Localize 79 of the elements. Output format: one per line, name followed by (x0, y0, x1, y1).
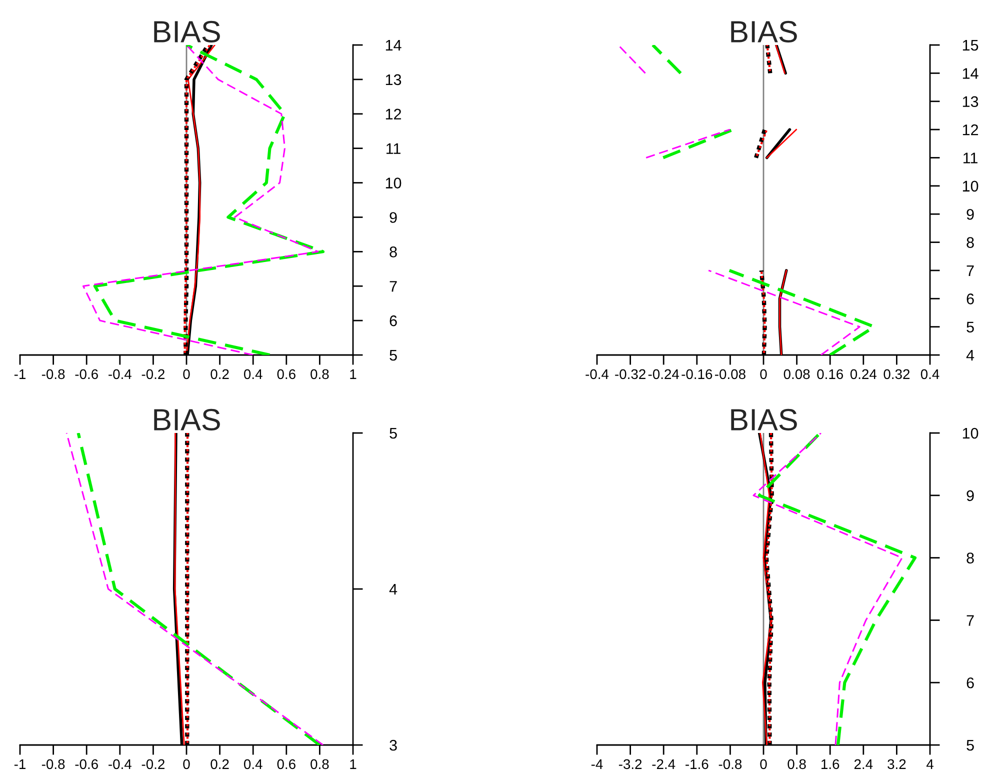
x-tick-label: -0.4 (108, 369, 132, 380)
y-tick-label: 12 (386, 108, 402, 120)
x-tick-label: 0.6 (277, 759, 296, 770)
x-tick-label: 0.4 (244, 369, 262, 380)
x-tick-label: 2.4 (854, 759, 873, 769)
x-tick-label: 0.2 (210, 369, 229, 380)
y-tick-label: 8 (966, 552, 974, 564)
x-tick-label: 1 (350, 369, 356, 379)
x-tick-label: 0.8 (310, 759, 329, 770)
y-tick-label: 4 (389, 584, 398, 595)
y-tick-label: 15 (962, 40, 978, 51)
x-tick-label: -0.4 (586, 369, 609, 380)
y-tick-label: 10 (962, 428, 978, 439)
y-tick-label: 13 (386, 74, 402, 86)
x-tick-label: -0.8 (718, 759, 742, 770)
x-tick-label: -0.24 (648, 369, 680, 380)
y-tick-label: 10 (962, 180, 978, 192)
x-tick-label: -0.32 (615, 369, 646, 380)
x-tick-label: 3.2 (888, 759, 906, 770)
chart-title: BIAS (731, 408, 797, 431)
x-tick-label: -1.6 (686, 759, 708, 770)
x-tick-label: -1 (14, 369, 26, 379)
x-tick-label: 0 (760, 759, 767, 770)
x-tick-label: -3.2 (618, 759, 642, 770)
y-tick-label: 14 (386, 40, 402, 51)
y-tick-label: 7 (966, 265, 974, 276)
y-tick-label: 13 (962, 96, 978, 108)
chart-title: BIAS (154, 408, 220, 431)
y-tick-label: 5 (966, 740, 974, 751)
y-tick-label: 5 (966, 322, 974, 333)
x-tick-label: 0.6 (277, 369, 296, 380)
x-tick-label: -0.4 (108, 759, 132, 770)
y-tick-label: 6 (390, 315, 397, 326)
y-tick-label: 3 (390, 740, 397, 751)
x-tick-label: 0 (183, 369, 190, 380)
y-tick-label: 5 (390, 350, 397, 361)
x-tick-label: -4 (591, 759, 603, 769)
x-tick-label: -1 (14, 759, 26, 769)
x-tick-label: -0.8 (42, 369, 65, 380)
y-tick-label: 11 (964, 152, 978, 164)
y-tick-label: 6 (966, 294, 974, 304)
y-tick-label: 5 (390, 428, 397, 439)
x-tick-label: -0.6 (75, 759, 98, 770)
y-tick-label: 12 (962, 124, 978, 136)
x-tick-label: 0.8 (310, 369, 329, 380)
y-tick-label: 8 (390, 246, 397, 258)
y-tick-label: 7 (390, 281, 397, 292)
x-tick-label: 0 (183, 759, 190, 770)
x-tick-label: 0.8 (788, 759, 806, 770)
x-tick-label: 0.08 (784, 369, 810, 380)
y-tick-label: 11 (386, 143, 400, 154)
chart-title: BIAS (731, 20, 797, 43)
y-tick-label: 6 (966, 677, 974, 688)
x-tick-label: 0 (760, 369, 767, 380)
x-tick-label: -0.2 (142, 759, 164, 770)
y-tick-label: 8 (966, 237, 974, 248)
x-tick-label: 0.2 (210, 759, 229, 770)
x-tick-label: 4 (926, 759, 934, 769)
y-tick-label: 9 (390, 212, 397, 223)
x-tick-label: -0.8 (42, 759, 65, 770)
y-tick-label: 9 (966, 490, 974, 502)
x-tick-label: 0.24 (850, 369, 877, 380)
x-tick-label: -2.4 (652, 759, 676, 769)
x-tick-label: 0.32 (884, 369, 910, 380)
y-tick-label: 10 (386, 178, 402, 188)
x-tick-label: -0.2 (142, 369, 164, 380)
y-tick-label: 7 (966, 615, 974, 626)
x-tick-label: 0.4 (244, 759, 262, 770)
x-tick-label: -0.6 (75, 369, 98, 380)
x-tick-label: 0.16 (817, 369, 844, 380)
x-tick-label: 1.6 (822, 759, 840, 770)
x-tick-label: -0.16 (682, 369, 712, 380)
y-tick-label: 14 (962, 68, 978, 79)
x-tick-label: 0.4 (920, 369, 940, 380)
chart-title: BIAS (154, 20, 220, 43)
x-tick-label: -0.08 (714, 369, 746, 380)
y-tick-label: 9 (966, 208, 974, 220)
y-tick-label: 4 (966, 350, 974, 361)
x-tick-label: 1 (350, 759, 356, 769)
